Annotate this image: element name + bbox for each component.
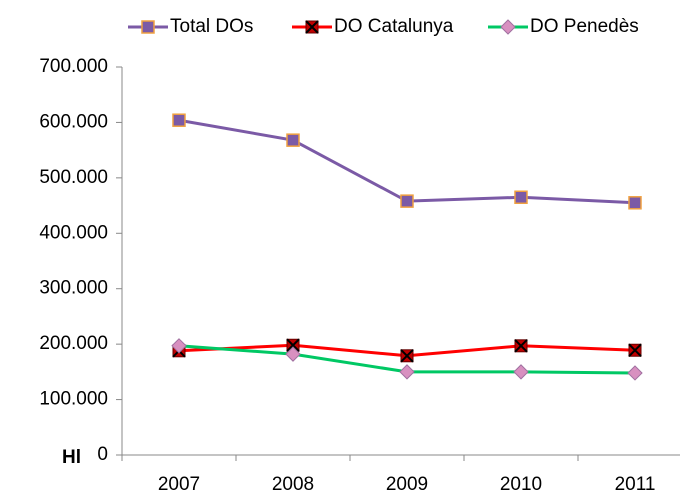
y-tick-label: 300.000 <box>39 278 108 299</box>
x-tick-label: 2009 <box>386 474 428 495</box>
marker <box>285 346 301 362</box>
y-tick-label: 200.000 <box>39 333 108 354</box>
marker <box>628 343 642 357</box>
marker <box>628 196 642 210</box>
legend-label: DO Penedès <box>530 16 639 37</box>
y-tick-label: 400.000 <box>39 222 108 243</box>
marker <box>171 338 187 354</box>
marker <box>514 339 528 353</box>
x-tick-label: 2008 <box>272 474 314 495</box>
marker <box>400 194 414 208</box>
marker <box>399 364 415 380</box>
y-axis-label: Hl <box>62 447 81 468</box>
legend-marker <box>141 20 155 34</box>
marker <box>400 349 414 363</box>
x-tick-label: 2007 <box>158 474 200 495</box>
marker <box>513 364 529 380</box>
legend-marker <box>500 19 516 35</box>
y-tick-label: 100.000 <box>39 389 108 410</box>
x-tick-label: 2010 <box>500 474 542 495</box>
marker <box>286 133 300 147</box>
series-line <box>178 118 636 205</box>
legend-label: Total DOs <box>170 16 253 37</box>
legend-label: DO Catalunya <box>334 16 454 37</box>
marker <box>514 190 528 205</box>
legend-marker <box>305 20 319 34</box>
marker <box>286 338 300 352</box>
y-tick-label: 600.000 <box>39 111 108 132</box>
y-tick-label: 700.000 <box>39 56 108 77</box>
marker <box>172 113 186 127</box>
y-tick-label: 0 <box>97 444 108 465</box>
x-tick-label: 2011 <box>615 474 656 495</box>
y-tick-label: 500.000 <box>39 167 108 188</box>
marker <box>627 365 643 381</box>
